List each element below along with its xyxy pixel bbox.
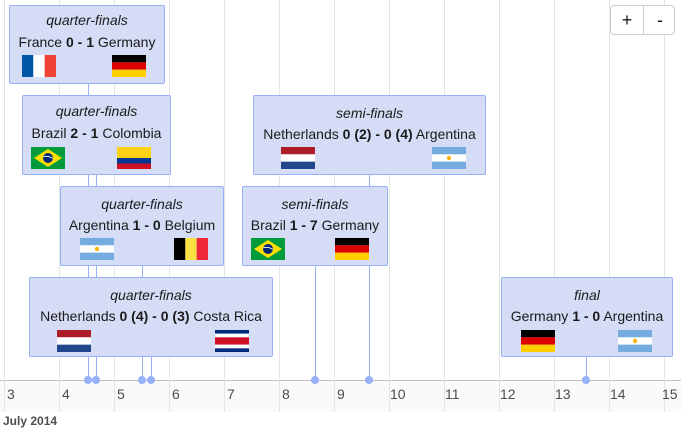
event-team2: Belgium — [164, 217, 216, 233]
event-dot[interactable] — [365, 376, 373, 384]
event-score: 1 - 0 — [572, 308, 601, 324]
axis-tick-label: 3 — [7, 386, 15, 402]
event-team2: Argentina — [603, 308, 664, 324]
gridline — [4, 0, 5, 412]
gridline — [444, 0, 445, 412]
event-round-label: quarter-finals — [55, 103, 138, 119]
event-dot[interactable] — [582, 376, 590, 384]
event-team1: Netherlands — [40, 308, 116, 324]
flag-belgium-icon — [174, 238, 208, 260]
axis-tick-label: 5 — [117, 386, 125, 402]
axis-tick-label: 6 — [172, 386, 180, 402]
event-dot[interactable] — [147, 376, 155, 384]
gridline — [59, 0, 60, 412]
flag-netherlands-icon — [57, 330, 91, 352]
event-dot[interactable] — [92, 376, 100, 384]
event-round-label: final — [574, 287, 600, 303]
event-round-label: semi-finals — [281, 196, 349, 212]
axis-tick-label: 10 — [390, 386, 406, 402]
event-team1: Brazil — [31, 125, 67, 141]
event-round-label: semi-finals — [336, 105, 403, 121]
event-score-line: Brazil 2 - 1 Colombia — [23, 125, 170, 141]
event-stem — [586, 357, 587, 380]
flag-argentina-icon — [80, 238, 114, 260]
gridline — [554, 0, 555, 412]
event-card[interactable]: semi-finals Netherlands 0 (2) - 0 (4) Ar… — [253, 95, 486, 175]
axis-tick-label: 11 — [445, 386, 460, 402]
event-round-label: quarter-finals — [46, 12, 128, 28]
event-dot[interactable] — [138, 376, 146, 384]
timeline[interactable]: 3 4 5 6 7 8 9 10 11 12 13 14 15 quarter-… — [0, 0, 681, 412]
event-card[interactable]: semi-finals Brazil 1 - 7 Germany — [242, 186, 388, 266]
flag-costa-rica-icon — [215, 330, 249, 352]
event-team1: France — [18, 34, 63, 50]
event-score: 0 (4) - 0 (3) — [119, 308, 190, 324]
event-score: 0 (2) - 0 (4) — [342, 126, 413, 142]
event-stem — [369, 175, 370, 380]
event-card[interactable]: quarter-finals France 0 - 1 Germany — [9, 5, 165, 84]
event-card[interactable]: quarter-finals Netherlands 0 (4) - 0 (3)… — [29, 277, 273, 357]
flag-argentina-icon — [432, 147, 466, 169]
axis-tick-label: 15 — [662, 386, 678, 402]
event-score-line: Netherlands 0 (2) - 0 (4) Argentina — [254, 126, 485, 142]
event-team2: Colombia — [102, 125, 162, 141]
event-card[interactable]: quarter-finals Argentina 1 - 0 Belgium — [60, 186, 224, 266]
event-score-line: France 0 - 1 Germany — [10, 34, 164, 50]
month-label: July 2014 — [3, 414, 58, 428]
event-score-line: Argentina 1 - 0 Belgium — [61, 217, 223, 233]
event-score: 1 - 0 — [132, 217, 161, 233]
event-card[interactable]: quarter-finals Brazil 2 - 1 Colombia — [22, 95, 171, 175]
gridline — [664, 0, 665, 412]
flag-brazil-icon — [31, 147, 65, 169]
event-score: 0 - 1 — [65, 34, 94, 50]
event-team2: Costa Rica — [193, 308, 262, 324]
event-score: 2 - 1 — [70, 125, 99, 141]
zoom-in-button[interactable]: + — [621, 10, 633, 30]
event-stem — [315, 266, 316, 380]
event-team1: Netherlands — [263, 126, 339, 142]
flag-germany-icon — [335, 238, 369, 260]
event-team2: Argentina — [415, 126, 476, 142]
flag-france-icon — [22, 55, 56, 77]
event-round-label: quarter-finals — [101, 196, 183, 212]
axis-tick-label: 7 — [227, 386, 235, 402]
axis-tick-label: 14 — [610, 386, 626, 402]
event-team2: Germany — [321, 217, 380, 233]
axis-tick-label: 9 — [337, 386, 345, 402]
flag-argentina-icon — [618, 330, 652, 352]
gridline — [499, 0, 500, 412]
zoom-out-button[interactable]: - — [643, 6, 676, 34]
flag-colombia-icon — [117, 147, 151, 169]
axis-tick-label: 8 — [282, 386, 290, 402]
event-team1: Argentina — [68, 217, 129, 233]
flag-netherlands-icon — [281, 147, 315, 169]
flag-brazil-icon — [251, 238, 285, 260]
axis-tick-label: 12 — [500, 386, 516, 402]
time-axis — [0, 380, 681, 412]
event-team2: Germany — [97, 34, 156, 50]
event-score-line: Brazil 1 - 7 Germany — [243, 217, 387, 233]
event-score-line: Germany 1 - 0 Argentina — [502, 308, 672, 324]
event-dot[interactable] — [311, 376, 319, 384]
zoom-controls: + - — [610, 5, 675, 35]
event-score-line: Netherlands 0 (4) - 0 (3) Costa Rica — [30, 308, 272, 324]
event-dot[interactable] — [84, 376, 92, 384]
event-card[interactable]: final Germany 1 - 0 Argentina — [501, 277, 673, 357]
event-stem — [151, 357, 152, 380]
gridline — [389, 0, 390, 412]
event-team1: Brazil — [250, 217, 286, 233]
gridline — [609, 0, 610, 412]
flag-germany-icon — [112, 55, 146, 77]
event-round-label: quarter-finals — [110, 287, 192, 303]
gridline — [224, 0, 225, 412]
event-team1: Germany — [510, 308, 569, 324]
axis-tick-label: 4 — [62, 386, 70, 402]
event-score: 1 - 7 — [289, 217, 318, 233]
axis-tick-label: 13 — [555, 386, 571, 402]
flag-germany-icon — [521, 330, 555, 352]
